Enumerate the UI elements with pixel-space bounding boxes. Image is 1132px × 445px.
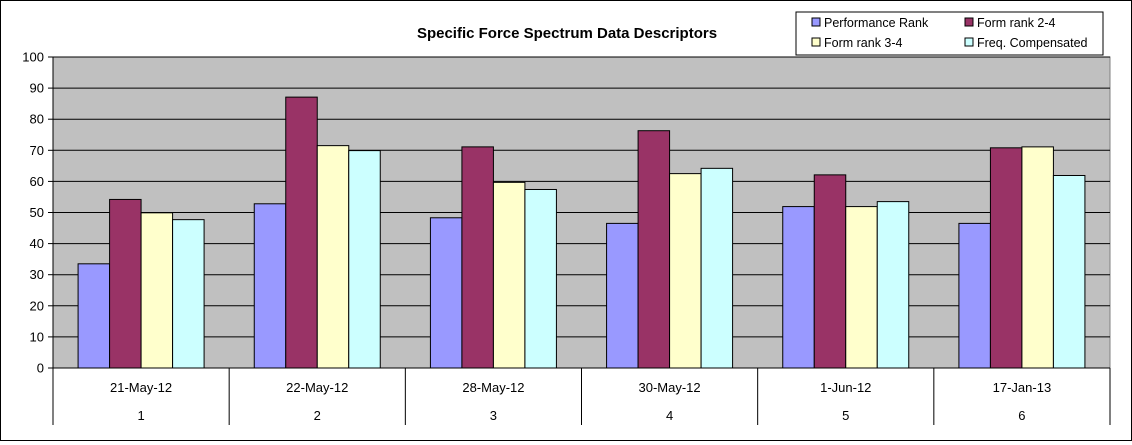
x-category-number: 1 [137,408,144,423]
y-tick-label: 60 [30,174,44,189]
legend: Performance Rank Form rank 2-4 Form rank 3… [795,11,1104,56]
y-tick-label: 40 [30,236,44,251]
x-category-number: 5 [842,408,849,423]
x-category-number: 4 [666,408,673,423]
bar [700,167,734,369]
y-tick-label: 20 [30,298,44,313]
bar [989,147,1023,369]
bar [606,222,639,369]
legend-label: Form rank 2-4 [977,16,1056,30]
bar [524,188,557,369]
bar [958,222,991,369]
x-category-number: 3 [490,408,497,423]
bar [285,96,318,369]
y-tick-label: 90 [30,81,44,96]
legend-swatch [811,17,821,27]
bar [109,198,142,369]
legend-label: Form rank 3-4 [824,36,903,50]
legend-label: Freq. Compensated [977,36,1088,50]
bar [876,201,910,369]
bar [253,203,287,369]
x-tick-label: 17-Jan-13 [993,380,1052,395]
x-category-number: 2 [314,408,321,423]
bar [77,263,111,369]
legend-swatch [811,37,821,47]
y-tick-label: 50 [30,205,44,220]
y-tick-label: 100 [22,50,44,65]
chart-title: Specific Force Spectrum Data Descriptors [417,25,717,42]
x-tick-label: 21-May-12 [110,380,172,395]
bar [348,150,381,369]
legend-label: Performance Rank [824,16,929,30]
bar [813,174,847,369]
x-tick-label: 22-May-12 [286,380,348,395]
bar [1052,174,1086,369]
y-tick-label: 10 [30,329,44,344]
bar [140,212,174,369]
bar [429,217,463,369]
bar [316,145,350,369]
y-tick-label: 0 [37,361,44,376]
legend-swatch [964,37,974,47]
bar [845,206,878,369]
x-category-number: 6 [1018,408,1025,423]
bar [782,206,815,369]
bar [461,146,494,369]
bar [492,181,526,369]
bar [637,130,671,369]
bar [669,173,702,369]
bar [1021,146,1054,369]
x-tick-label: 30-May-12 [639,380,701,395]
y-tick-label: 70 [30,143,44,158]
y-tick-label: 80 [30,112,44,127]
y-tick-label: 30 [30,267,44,282]
x-tick-label: 1-Jun-12 [820,380,871,395]
legend-box [795,11,1104,56]
x-tick-label: 28-May-12 [462,380,524,395]
bar [172,219,205,369]
legend-swatch [964,17,974,27]
